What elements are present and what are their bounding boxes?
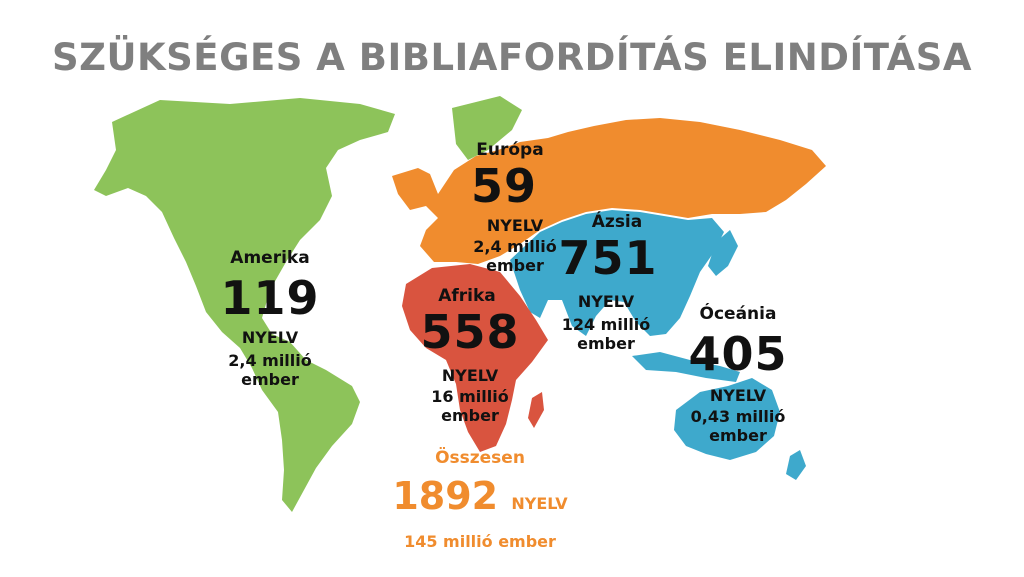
region-unit: NYELV xyxy=(709,386,767,405)
region-unit: NYELV xyxy=(577,292,635,311)
total-unit: NYELV xyxy=(511,494,568,513)
americas-continent xyxy=(94,98,395,512)
region-label-azsia: Ázsia 751 NYELV 124 millió ember xyxy=(536,212,676,353)
region-people-line2: ember xyxy=(577,334,635,353)
region-unit: NYELV xyxy=(486,216,544,235)
region-label-europa: Európa 59 NYELV 2,4 millió ember xyxy=(445,140,585,275)
asia-continent xyxy=(510,210,724,336)
region-people-line1: 2,4 millió xyxy=(228,351,312,370)
new-zealand xyxy=(786,450,806,480)
region-language-count: 558 xyxy=(420,305,520,359)
region-label-oceania: Óceánia 405 NYELV 0,43 millió ember xyxy=(668,304,808,445)
region-language-count: 751 xyxy=(558,231,658,285)
region-name: Európa xyxy=(476,140,544,160)
region-name: Afrika xyxy=(438,286,496,306)
australia xyxy=(674,378,780,460)
region-name: Ázsia xyxy=(591,212,643,232)
region-people-line1: 16 millió xyxy=(431,387,509,406)
japan xyxy=(708,230,738,276)
total-language-count: 1892 NYELV xyxy=(380,474,580,526)
africa-continent xyxy=(402,264,548,452)
region-name: Amerika xyxy=(230,248,310,268)
region-unit: NYELV xyxy=(241,328,299,347)
total-summary: Összesen 1892 NYELV 145 millió ember xyxy=(380,448,580,551)
region-people-line1: 124 millió xyxy=(561,315,651,334)
region-language-count: 59 xyxy=(470,159,537,213)
region-people-line2: ember xyxy=(441,406,499,425)
total-label: Összesen xyxy=(435,448,525,468)
region-people-line1: 0,43 millió xyxy=(690,407,786,426)
total-number: 1892 xyxy=(392,474,499,518)
region-label-afrika: Afrika 558 NYELV 16 millió ember xyxy=(400,286,540,425)
region-label-amerika: Amerika 119 NYELV 2,4 millió ember xyxy=(195,248,345,389)
total-people: 145 millió ember xyxy=(404,532,556,551)
greenland xyxy=(452,96,522,160)
europe-continent xyxy=(392,118,826,264)
region-people-line2: ember xyxy=(486,256,544,275)
region-people-line1: 2,4 millió xyxy=(473,237,557,256)
region-name: Óceánia xyxy=(699,304,777,324)
region-language-count: 119 xyxy=(220,271,320,325)
region-people-line2: ember xyxy=(709,426,767,445)
southeast-asia-islands xyxy=(632,352,740,382)
region-unit: NYELV xyxy=(441,366,499,385)
page-title: SZÜKSÉGES A BIBLIAFORDÍTÁS ELINDÍTÁSA xyxy=(51,36,973,79)
madagascar xyxy=(528,392,544,428)
region-language-count: 405 xyxy=(688,327,788,381)
region-people-line2: ember xyxy=(241,370,299,389)
